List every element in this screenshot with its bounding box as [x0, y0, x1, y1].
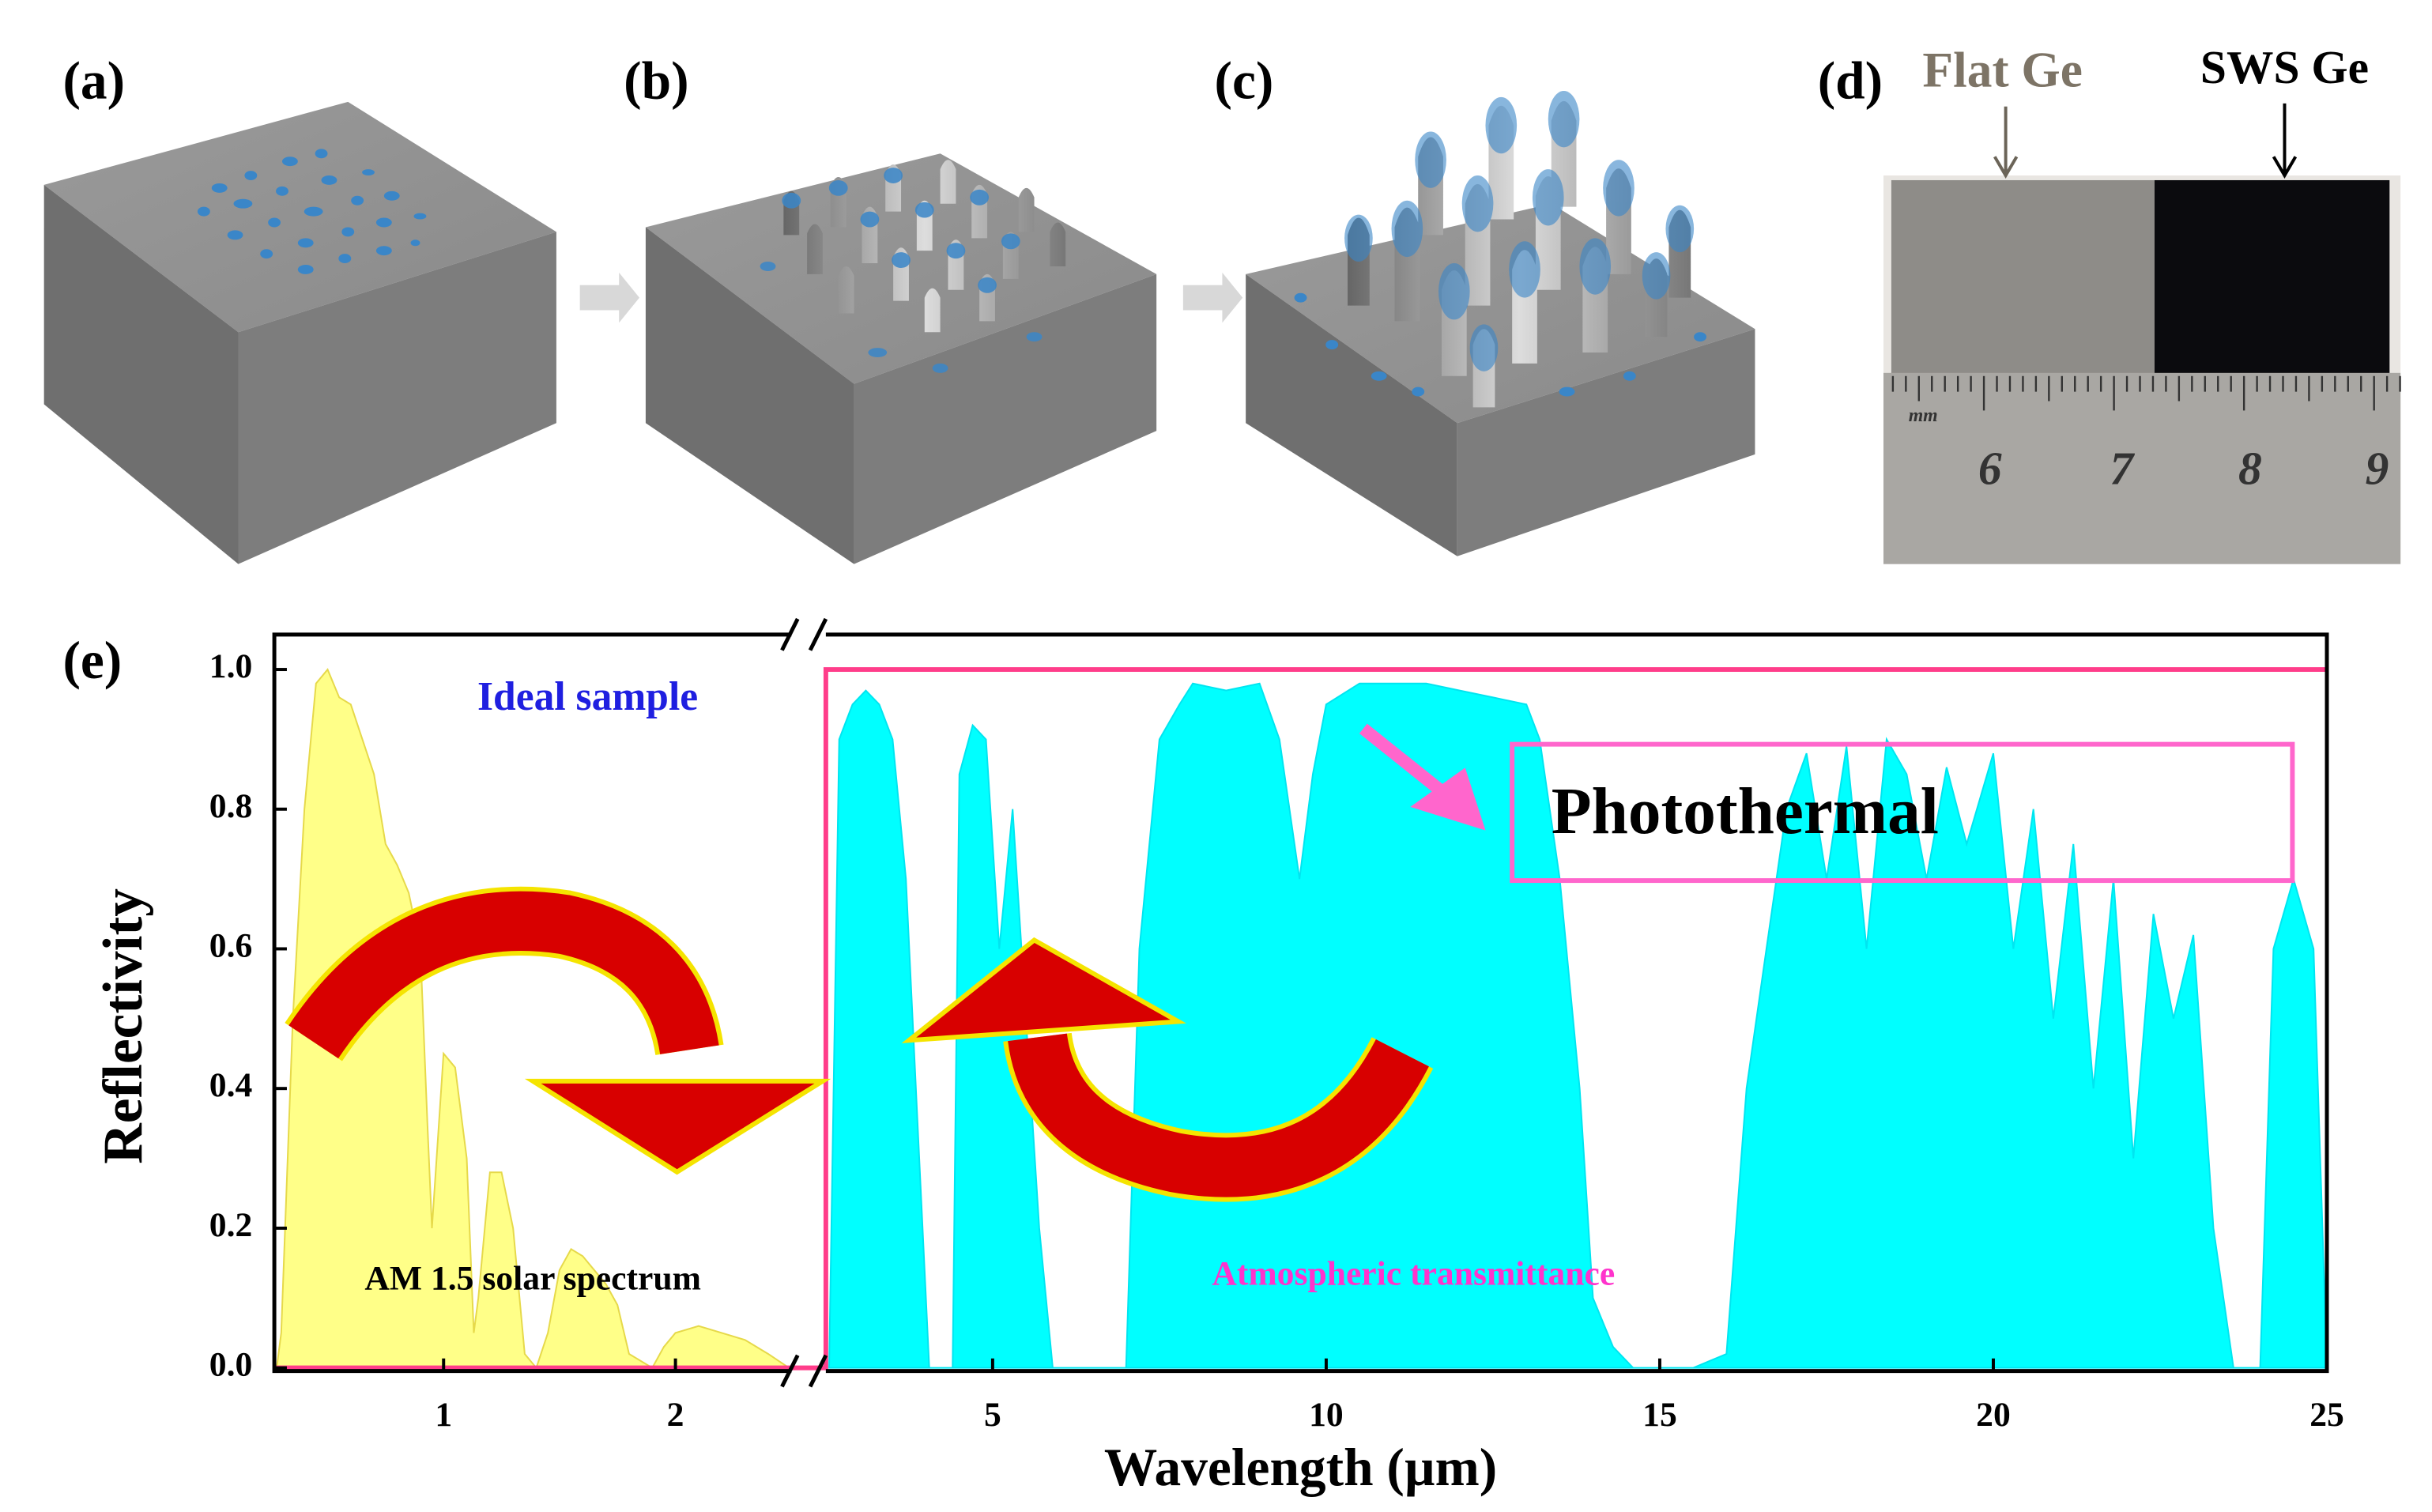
annotation: Photothermal: [1552, 775, 1939, 848]
nanocones: [760, 160, 1066, 373]
pointer-arrow: [1993, 106, 2019, 179]
cube-right: [854, 273, 1157, 564]
cube-left: [43, 184, 239, 564]
panel-b: (b): [624, 51, 1157, 564]
ruler-label: 8: [2238, 442, 2262, 494]
ruler-ticks: [1891, 375, 2401, 411]
annotation: SWS Ge: [2200, 41, 2369, 93]
series-label: Ideal sample: [477, 674, 698, 719]
cube-left: [645, 227, 854, 564]
cube-left: [1246, 273, 1457, 556]
flow-arrow-head: [524, 1078, 831, 1175]
cube-right: [1457, 329, 1755, 556]
sws-ge-wafer: [2154, 179, 2390, 376]
y-tick-label: 0.8: [209, 787, 253, 825]
ruler-label: 7: [2110, 442, 2135, 494]
panel-e: (e) Wavelength (µm) Reflectivity 0.0 0.2 0…: [62, 617, 2344, 1497]
x-tick-label: 25: [2309, 1396, 2344, 1434]
flow-arrow: [1008, 1032, 1429, 1197]
x-tick-label: 10: [1309, 1396, 1344, 1434]
pointer-arrow: [1359, 723, 1446, 797]
pointer-arrow-head: [1410, 767, 1486, 831]
panel-a: (a): [43, 51, 556, 564]
x-tick-label: 5: [984, 1396, 1001, 1434]
y-tick-label: 0.6: [209, 926, 253, 964]
process-arrow: [579, 272, 639, 323]
annotation-box: [1510, 741, 2295, 884]
annotation: Flat Ge: [1922, 42, 2083, 98]
spectrum-area: [275, 668, 792, 1370]
panel-label: (e): [62, 631, 122, 690]
x-axis-label: Wavelength (µm): [1104, 1438, 1497, 1497]
panel-label: (d): [1818, 51, 1883, 110]
y-tick-label: 0.2: [209, 1206, 253, 1244]
y-tick-label: 0.0: [209, 1346, 253, 1384]
flow-arrow-head: [901, 937, 1186, 1043]
nanocones: [1294, 90, 1706, 408]
process-arrow: [1182, 272, 1243, 323]
y-axis-label: Reflectivity: [92, 888, 154, 1164]
ruler-unit: mm: [1909, 405, 1938, 426]
ruler-label: 9: [2366, 442, 2389, 494]
x-tick-label: 2: [667, 1396, 684, 1434]
series-label: AM 1.5 solar spectrum: [364, 1260, 701, 1298]
panel-c: (c): [1215, 51, 1755, 556]
ideal-line: [274, 667, 2328, 1371]
panel-label: (c): [1215, 51, 1274, 110]
y-tick-label: 1.0: [209, 647, 253, 685]
panel-d: Flat Ge SWS Ge mm 6 7 8 9 (d): [1818, 41, 2401, 564]
cube-right: [238, 232, 556, 564]
flow-arrow: [288, 891, 719, 1059]
panel-label: (a): [62, 51, 125, 110]
cube-top: [43, 101, 556, 333]
axis-frame: [272, 632, 2329, 1374]
ruler-label: 6: [1978, 442, 2002, 494]
x-tick-label: 20: [1976, 1396, 2011, 1434]
axis-break: [780, 617, 828, 1388]
panel-label: (b): [624, 51, 688, 110]
series-label: Atmospheric transmittance: [1212, 1255, 1615, 1293]
flat-ge-wafer: [1891, 179, 2155, 376]
ruler: [1883, 372, 2401, 564]
y-tick-label: 0.4: [209, 1066, 253, 1104]
x-tick-label: 1: [435, 1396, 452, 1434]
x-tick-label: 15: [1642, 1396, 1677, 1434]
pointer-arrow: [2272, 103, 2298, 179]
droplets: [197, 149, 427, 274]
